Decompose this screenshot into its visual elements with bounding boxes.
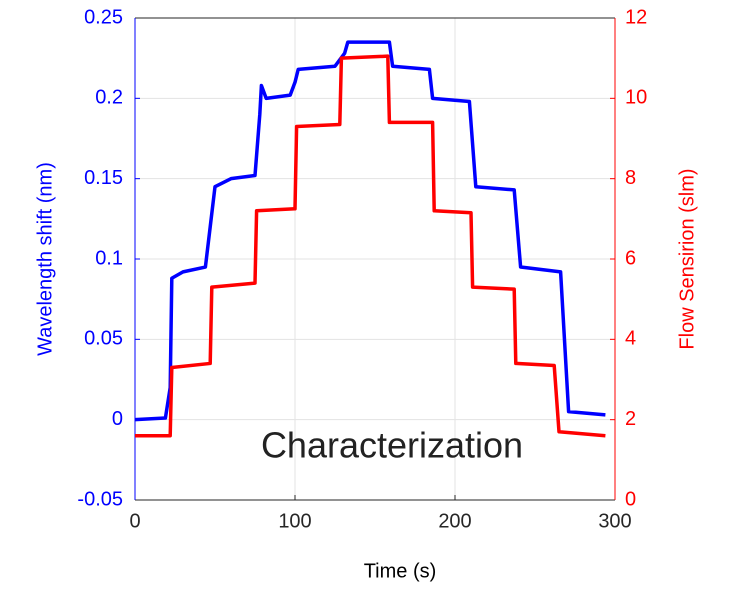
y2-tick-label: 10 — [625, 87, 647, 109]
y-tick-label: 0.2 — [95, 87, 123, 109]
y2-tick-label: 2 — [625, 408, 636, 430]
x-tick-label: 300 — [598, 510, 631, 532]
y-tick-label: 0 — [112, 408, 123, 430]
x-tick-label: 200 — [438, 510, 471, 532]
y2-tick-label: 8 — [625, 167, 636, 189]
annotation: Characterization — [261, 425, 523, 466]
y2-tick-label: 12 — [625, 6, 647, 28]
data-line — [135, 54, 606, 438]
y-tick-label: 0.25 — [84, 6, 123, 28]
y2-tick-label: 0 — [625, 488, 636, 510]
y-tick-label: 0.05 — [84, 328, 123, 350]
y-axis-label: Wavelength shift (nm) — [34, 162, 56, 356]
y-tick-label: 0.15 — [84, 167, 123, 189]
y2-tick-label: 6 — [625, 247, 636, 269]
x-tick-label: 100 — [278, 510, 311, 532]
y-tick-label: -0.05 — [77, 488, 123, 510]
y2-tick-label: 4 — [625, 328, 636, 350]
data-line — [134, 40, 606, 422]
x-tick-label: 0 — [129, 510, 140, 532]
y-tick-label: 0.1 — [95, 247, 123, 269]
y2-axis-label: Flow Sensirion (slm) — [676, 168, 698, 349]
x-axis-label: Time (s) — [364, 560, 437, 582]
